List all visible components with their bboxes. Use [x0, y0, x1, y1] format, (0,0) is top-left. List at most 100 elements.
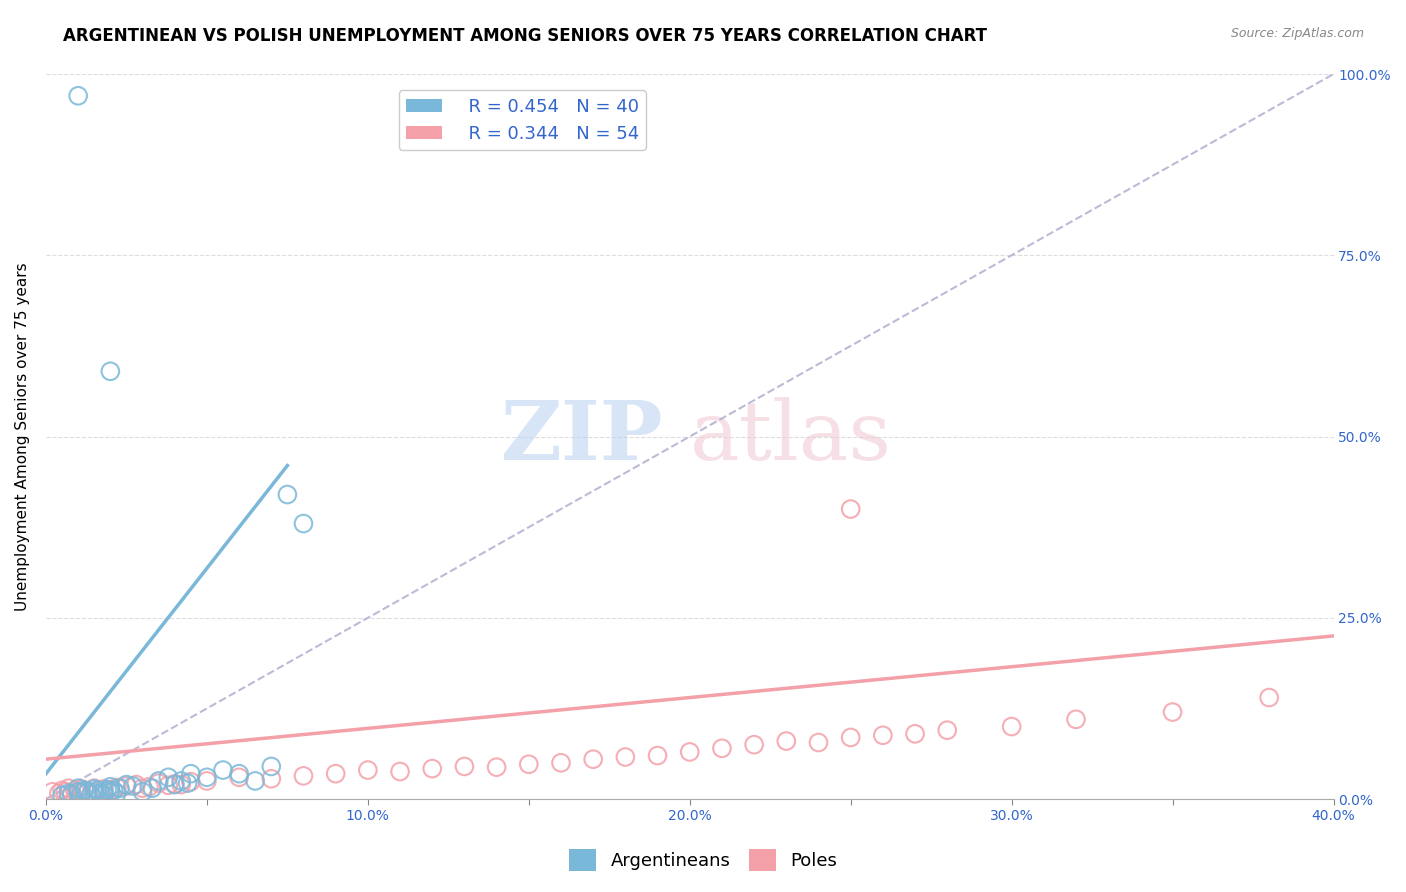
Point — [228, 766, 250, 780]
Point — [73, 783, 96, 797]
Point — [1064, 712, 1087, 726]
Point — [325, 766, 347, 780]
Point — [176, 776, 198, 790]
Point — [67, 785, 90, 799]
Point — [125, 778, 148, 792]
Point — [1001, 720, 1024, 734]
Point — [73, 783, 96, 797]
Point — [936, 723, 959, 738]
Point — [260, 772, 283, 786]
Point — [80, 787, 103, 801]
Point — [98, 364, 121, 378]
Point — [485, 760, 508, 774]
Point — [260, 759, 283, 773]
Point — [647, 748, 669, 763]
Text: ARGENTINEAN VS POLISH UNEMPLOYMENT AMONG SENIORS OVER 75 YEARS CORRELATION CHART: ARGENTINEAN VS POLISH UNEMPLOYMENT AMONG… — [63, 27, 987, 45]
Point — [582, 752, 605, 766]
Legend: Argentineans, Poles: Argentineans, Poles — [562, 842, 844, 879]
Point — [98, 780, 121, 794]
Point — [807, 735, 830, 749]
Point — [131, 781, 153, 796]
Point — [170, 773, 193, 788]
Point — [550, 756, 572, 770]
Point — [83, 785, 105, 799]
Point — [157, 778, 180, 792]
Point — [83, 781, 105, 796]
Point — [115, 778, 138, 792]
Point — [614, 750, 637, 764]
Point — [53, 785, 76, 799]
Point — [148, 773, 170, 788]
Point — [70, 781, 93, 796]
Point — [41, 785, 63, 799]
Point — [157, 770, 180, 784]
Point — [1258, 690, 1281, 705]
Point — [58, 781, 80, 796]
Point — [60, 788, 83, 802]
Point — [96, 782, 118, 797]
Point — [742, 738, 765, 752]
Point — [115, 779, 138, 793]
Point — [228, 770, 250, 784]
Point — [148, 776, 170, 790]
Point — [98, 782, 121, 797]
Point — [138, 780, 160, 794]
Point — [76, 785, 98, 799]
Point — [83, 781, 105, 796]
Point — [131, 785, 153, 799]
Point — [195, 770, 218, 784]
Point — [163, 777, 186, 791]
Point — [420, 762, 443, 776]
Point — [67, 88, 90, 103]
Point — [839, 502, 862, 516]
Point — [292, 769, 315, 783]
Point — [710, 741, 733, 756]
Point — [212, 763, 235, 777]
Point — [67, 781, 90, 796]
Point — [76, 785, 98, 799]
Point — [839, 731, 862, 745]
Point — [70, 786, 93, 800]
Point — [679, 745, 702, 759]
Point — [105, 786, 128, 800]
Point — [93, 788, 115, 802]
Point — [517, 757, 540, 772]
Text: Source: ZipAtlas.com: Source: ZipAtlas.com — [1230, 27, 1364, 40]
Point — [276, 487, 298, 501]
Point — [105, 780, 128, 795]
Point — [48, 786, 70, 800]
Point — [1161, 705, 1184, 719]
Legend:   R = 0.454   N = 40,   R = 0.344   N = 54: R = 0.454 N = 40, R = 0.344 N = 54 — [399, 90, 645, 150]
Point — [775, 734, 797, 748]
Point — [90, 786, 112, 800]
Point — [60, 786, 83, 800]
Point — [163, 778, 186, 792]
Point — [245, 773, 267, 788]
Point — [58, 786, 80, 800]
Point — [122, 779, 145, 793]
Point — [872, 728, 894, 742]
Point — [98, 785, 121, 799]
Point — [389, 764, 412, 779]
Point — [180, 774, 202, 789]
Point — [63, 783, 86, 797]
Point — [453, 759, 475, 773]
Point — [51, 789, 73, 803]
Y-axis label: Unemployment Among Seniors over 75 years: Unemployment Among Seniors over 75 years — [15, 262, 30, 611]
Point — [904, 727, 927, 741]
Point — [51, 783, 73, 797]
Point — [103, 783, 125, 797]
Point — [357, 763, 380, 777]
Point — [86, 783, 108, 797]
Text: atlas: atlas — [690, 397, 891, 476]
Point — [86, 783, 108, 797]
Point — [93, 781, 115, 796]
Point — [108, 781, 131, 796]
Point — [141, 781, 163, 796]
Point — [180, 766, 202, 780]
Point — [195, 773, 218, 788]
Point — [67, 785, 90, 799]
Point — [93, 784, 115, 798]
Text: ZIP: ZIP — [502, 397, 664, 476]
Point — [170, 778, 193, 792]
